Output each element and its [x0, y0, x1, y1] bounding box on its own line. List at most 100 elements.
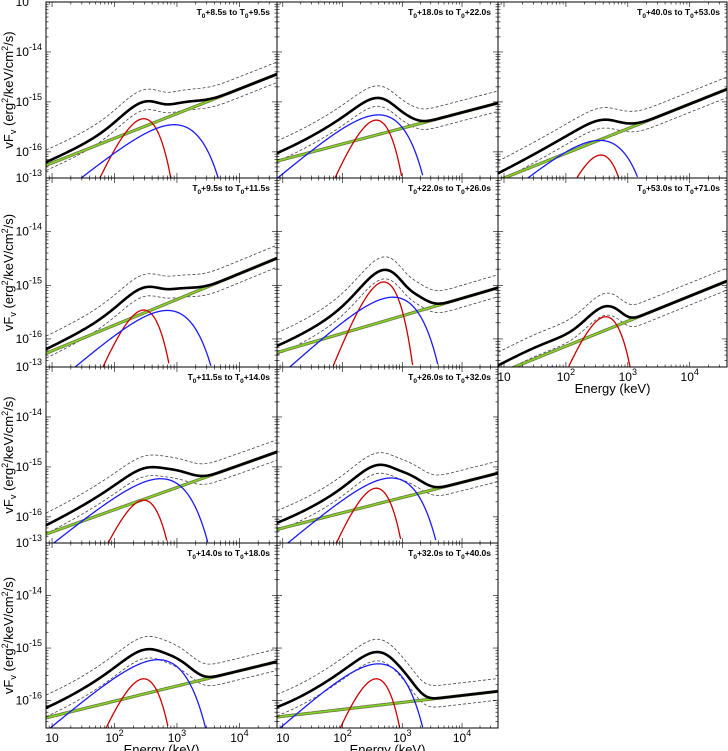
- y-tick-label: 10-14: [16, 222, 42, 239]
- band-line: [288, 296, 439, 367]
- blackbody-line: [568, 316, 631, 367]
- x-tick-label: 103: [168, 728, 186, 745]
- blackbody-line: [335, 487, 402, 543]
- panel-p1: [46, 61, 277, 178]
- y-tick-label: 10-14: [16, 42, 42, 59]
- panel-p8: [277, 638, 498, 728]
- x-tick-label: 102: [557, 367, 575, 384]
- blackbody-line: [107, 499, 168, 543]
- upper-bound-line: [46, 244, 277, 337]
- band-line: [49, 659, 207, 728]
- x-tick-label: 103: [393, 728, 411, 745]
- y-tick-label: 10-16: [16, 142, 42, 159]
- x-tick-label: 104: [681, 367, 699, 384]
- panels-layer: [45, 1, 728, 729]
- upper-bound-line: [46, 635, 277, 696]
- blackbody-line: [105, 678, 169, 728]
- lower-bound-line: [511, 289, 727, 367]
- y-tick-label: 10-14: [16, 586, 42, 603]
- x-axis-title: Energy (keV): [350, 742, 426, 751]
- panel-frame: [45, 366, 278, 544]
- panel-p7: [277, 452, 498, 543]
- band-line: [277, 114, 424, 178]
- panel-p5: [277, 85, 498, 178]
- upper-bound-line: [498, 76, 727, 162]
- blackbody-line: [332, 281, 414, 367]
- panel-p6: [277, 256, 498, 367]
- y-tick-label: 10-16: [16, 691, 42, 708]
- panel-label: T0+9.5s to T0+11.5s: [192, 183, 270, 196]
- y-tick-label: 10-14: [16, 407, 42, 424]
- lower-bound-line: [277, 105, 498, 162]
- x-axis-title: Energy (keV): [575, 381, 651, 396]
- y-tick-label: 10-13: [16, 533, 42, 550]
- x-tick-label: 103: [619, 367, 637, 384]
- panel-p3: [46, 439, 277, 543]
- panel-label: T0+18.0s to T0+22.0s: [408, 7, 491, 20]
- blackbody-line: [334, 119, 403, 178]
- axis-ticks: [276, 366, 499, 544]
- y-tick-label: 10-15: [16, 457, 42, 474]
- panel-label: T0+53.0s to T0+71.0s: [637, 183, 720, 196]
- blackbody-line: [576, 154, 620, 178]
- panel-label: T0+40.0s to T0+53.0s: [637, 7, 720, 20]
- y-axis-title: vFv (erg2/keV/cm2/s): [0, 396, 18, 513]
- total-model-line: [46, 647, 277, 710]
- x-tick-label: 104: [453, 728, 471, 745]
- y-tick-label: 10-13: [16, 168, 42, 185]
- axis-ticks: [276, 542, 499, 729]
- axis-ticks: [276, 1, 499, 179]
- x-tick-label: 10: [276, 731, 290, 745]
- lower-bound-line: [46, 657, 277, 717]
- panel-label: T0+22.0s to T0+26.0s: [408, 183, 491, 196]
- total-model-line: [498, 87, 727, 175]
- band-line: [279, 663, 424, 728]
- upper-bound-line: [277, 85, 498, 142]
- lower-bound-line: [46, 266, 277, 359]
- lower-bound-line: [504, 97, 727, 178]
- total-model-line: [46, 450, 277, 527]
- panel-p2: [46, 244, 277, 367]
- band-line: [286, 477, 437, 543]
- axis-ticks: [497, 177, 728, 368]
- x-tick-label: 102: [333, 728, 351, 745]
- total-model-line: [498, 279, 727, 367]
- blackbody-line: [102, 309, 170, 367]
- total-model-line: [277, 96, 498, 155]
- panel-p4: [46, 635, 277, 728]
- total-model-line: [277, 268, 498, 348]
- panel-label: T0+14.0s to T0+18.0s: [187, 548, 270, 561]
- band-line: [74, 309, 212, 367]
- y-axis-title: vFv (erg2/keV/cm2/s): [0, 214, 18, 331]
- panel-label: T0+11.5s to T0+14.0s: [188, 372, 271, 385]
- x-tick-label: 104: [230, 728, 248, 745]
- y-tick-label: 10-15: [16, 638, 42, 655]
- upper-bound-line: [277, 638, 498, 695]
- x-axis-title: Energy (keV): [124, 742, 200, 751]
- y-tick-label: 10-16: [16, 507, 42, 524]
- upper-bound-line: [498, 267, 727, 353]
- upper-bound-line: [277, 452, 498, 512]
- y-tick-label: 10-13: [16, 357, 42, 374]
- panel-label: T0+8.5s to T0+9.5s: [197, 7, 271, 20]
- x-tick-label: 10: [497, 370, 511, 384]
- y-tick-label: 10-16: [16, 329, 42, 346]
- panel-frame: [497, 177, 728, 368]
- total-model-line: [277, 650, 498, 709]
- panel-p10: [498, 267, 727, 367]
- lower-bound-line: [277, 278, 498, 356]
- lower-bound-line: [46, 459, 277, 534]
- y-axis-title: vFv (erg2/keV/cm2/s): [0, 577, 18, 694]
- blackbody-line: [339, 678, 401, 728]
- lower-bound-line: [277, 660, 498, 717]
- upper-bound-line: [46, 61, 277, 151]
- band-line: [80, 124, 219, 178]
- y-tick-label: 10-13: [16, 0, 42, 9]
- x-tick-label: 102: [105, 728, 123, 745]
- panel-p9: [498, 76, 727, 178]
- panel-frame: [276, 542, 499, 729]
- y-tick-label: 10-15: [16, 92, 42, 109]
- total-model-line: [46, 72, 277, 164]
